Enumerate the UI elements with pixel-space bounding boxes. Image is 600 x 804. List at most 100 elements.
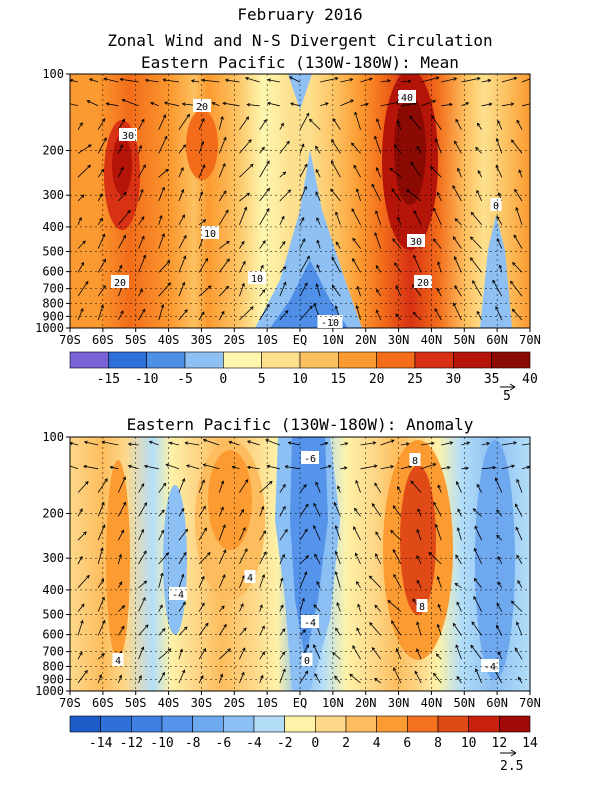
circulation-vector	[434, 308, 442, 321]
circulation-vector	[118, 605, 125, 612]
x-tick-label: 30S	[191, 696, 213, 710]
circulation-vector	[259, 574, 265, 588]
circulation-vector	[356, 305, 361, 321]
circulation-vector-head	[452, 302, 457, 307]
circulation-vector	[454, 285, 462, 297]
circulation-vector-head	[510, 102, 515, 106]
circulation-vector	[452, 623, 462, 636]
contour-label: 40	[401, 93, 413, 104]
circulation-vector-head	[304, 670, 309, 675]
circulation-vector-head	[471, 621, 475, 625]
circulation-vector	[476, 311, 482, 321]
mean-jet-inner-nh	[394, 95, 426, 205]
circulation-vector-head	[513, 76, 518, 81]
anomaly-west-sh	[106, 460, 130, 660]
circulation-vector	[416, 580, 422, 588]
circulation-vector	[476, 484, 482, 493]
circulation-vector	[198, 506, 206, 517]
y-tick-label: 700	[42, 282, 64, 296]
circulation-vector	[77, 652, 83, 660]
colorbar-label: -2	[277, 736, 293, 751]
circulation-vector	[149, 441, 159, 446]
circulation-vector	[371, 503, 382, 517]
circulation-vector	[340, 442, 348, 446]
circulation-vector	[360, 103, 369, 107]
circulation-vector-head	[465, 102, 470, 106]
circulation-vector-head	[102, 619, 106, 624]
circulation-vector	[198, 285, 212, 297]
circulation-vector-head	[492, 465, 497, 470]
circulation-vector	[496, 534, 503, 541]
circulation-vector	[441, 442, 453, 446]
contour-label-box	[201, 226, 219, 239]
circulation-vector-head	[223, 549, 227, 554]
circulation-vector-head	[516, 554, 520, 559]
circulation-vector	[279, 554, 285, 565]
circulation-vector-head	[315, 168, 319, 173]
circulation-vector-head	[303, 483, 307, 488]
circulation-vector-head	[357, 603, 361, 608]
circulation-vector	[501, 103, 514, 107]
circulation-vector	[516, 120, 523, 130]
circulation-vector-head	[395, 648, 400, 652]
x-tick-label: 60S	[92, 333, 114, 347]
contour-label: -4	[484, 662, 496, 673]
circulation-vector-head	[433, 501, 437, 506]
circulation-vector-head	[472, 508, 477, 512]
circulation-vector-head	[181, 102, 186, 106]
circulation-vector	[357, 604, 361, 612]
circulation-vector-head	[119, 264, 123, 269]
colorbar-label: 5	[258, 372, 266, 387]
contour-label: 4	[247, 573, 253, 584]
circulation-vector	[352, 645, 361, 660]
contour-label: 0	[493, 201, 499, 212]
circulation-vector	[410, 480, 422, 493]
circulation-vector-head	[282, 171, 287, 176]
circulation-vector-head	[457, 508, 461, 513]
colorbar-label: 12	[492, 736, 508, 751]
circulation-vector	[435, 524, 442, 541]
circulation-vector	[332, 652, 341, 660]
circulation-vector-head	[142, 596, 146, 601]
mean-ref-vector-head	[509, 383, 516, 391]
circulation-vector	[247, 440, 260, 446]
circulation-vector-head	[410, 161, 414, 166]
x-tick-label: 70N	[519, 333, 541, 347]
mean-axes: 70S 60S 50S 40S 30S 20S 10S EQ 10N 20N 30N 40N 50N 60…	[35, 67, 541, 347]
circulation-vector-head	[328, 464, 332, 469]
circulation-vector	[259, 240, 266, 249]
anomaly-contour-labels: -6 8 4 -4 8 -4 0 4 -4	[112, 451, 499, 673]
circulation-vector	[375, 309, 382, 321]
circulation-vector	[77, 670, 88, 684]
circulation-vector-head	[393, 573, 397, 578]
circulation-vector	[259, 604, 263, 612]
circulation-vector-head	[120, 310, 124, 315]
circulation-vector	[374, 136, 382, 154]
circulation-vector-head	[365, 102, 369, 107]
circulation-vector	[353, 526, 361, 541]
circulation-vector-head	[334, 550, 339, 555]
colorbar-swatch	[131, 715, 163, 733]
y-tick-label: 500	[42, 245, 64, 259]
contour-label: 30	[410, 237, 422, 248]
y-tick-label: 800	[42, 296, 64, 310]
circulation-vector	[158, 483, 167, 493]
circulation-vector	[397, 217, 402, 225]
circulation-vector	[118, 581, 123, 589]
circulation-vector-head	[324, 441, 329, 446]
colorbar-label: 35	[484, 372, 500, 387]
circulation-vector	[441, 466, 450, 470]
circulation-vector	[158, 573, 163, 588]
circulation-vector-head	[101, 653, 105, 657]
circulation-vector	[158, 187, 165, 202]
circulation-vector-head	[331, 160, 335, 164]
circulation-vector-head	[454, 140, 458, 145]
y-tick-label: 300	[42, 188, 64, 202]
circulation-vector	[97, 478, 108, 493]
y-tick-label: 100	[42, 67, 64, 81]
circulation-vector-head	[140, 188, 144, 193]
circulation-vector	[472, 280, 482, 297]
circulation-vector	[340, 78, 353, 83]
contour-label: 0	[304, 656, 310, 667]
contour-label-box	[398, 90, 416, 103]
